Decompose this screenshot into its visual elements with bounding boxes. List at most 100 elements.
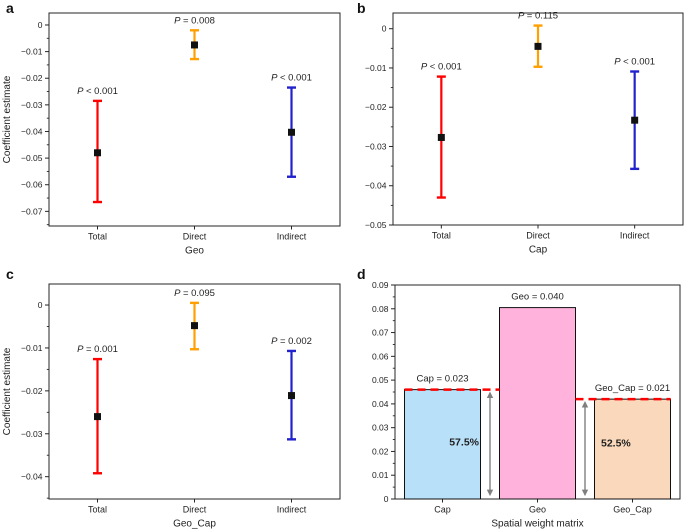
p-value-label: P < 0.001 bbox=[77, 86, 118, 97]
svg-text:0.08: 0.08 bbox=[372, 304, 389, 314]
marker-indirect bbox=[288, 128, 295, 136]
bar-geo_cap bbox=[594, 398, 671, 500]
errorbar-direct: P = 0.008 bbox=[174, 15, 215, 61]
svg-text:−0.04: −0.04 bbox=[365, 181, 387, 191]
svg-text:−0.04: −0.04 bbox=[21, 472, 43, 482]
svg-text:−0.03: −0.03 bbox=[21, 429, 43, 439]
svg-text:0.04: 0.04 bbox=[372, 399, 389, 409]
svg-text:−0.03: −0.03 bbox=[365, 141, 387, 151]
svg-text:0: 0 bbox=[384, 494, 389, 504]
panel-letter-d: d bbox=[357, 266, 366, 282]
panel-b-errorbar-plot: 0 −0.01 −0.02 −0.03 −0.04 −0.05 Total Direct Ind… bbox=[342, 0, 685, 266]
svg-text:0.06: 0.06 bbox=[372, 351, 389, 361]
marker-indirect bbox=[288, 392, 295, 400]
bar-cap bbox=[404, 389, 481, 500]
percent-label: 52.5% bbox=[601, 438, 631, 450]
panel-b-plot-area: 0 −0.01 −0.02 −0.03 −0.04 −0.05 Total Direct Ind… bbox=[365, 11, 684, 256]
svg-text:Geo: Geo bbox=[185, 246, 204, 257]
svg-text:−0.03: −0.03 bbox=[21, 100, 43, 110]
svg-text:Geo: Geo bbox=[529, 505, 546, 515]
p-value-label: P = 0.001 bbox=[77, 344, 118, 355]
svg-text:−0.05: −0.05 bbox=[365, 220, 387, 230]
svg-text:0: 0 bbox=[382, 24, 387, 34]
p-value-label: P = 0.002 bbox=[271, 336, 312, 347]
marker-total bbox=[94, 413, 101, 421]
marker-direct bbox=[191, 322, 198, 330]
reduction-arrow bbox=[581, 401, 589, 497]
svg-text:−0.01: −0.01 bbox=[365, 63, 387, 73]
marker-direct bbox=[534, 42, 542, 50]
svg-text:Indirect: Indirect bbox=[277, 505, 307, 515]
p-value-label: P < 0.001 bbox=[614, 56, 655, 67]
svg-text:−0.05: −0.05 bbox=[21, 153, 43, 163]
svg-text:Indirect: Indirect bbox=[620, 231, 650, 241]
panel-d-chart: 0 0.01 0.02 0.03 0.04 0.05 0.06 0.07 0.08 0.09 Cap… bbox=[372, 280, 681, 530]
svg-text:0: 0 bbox=[38, 20, 43, 30]
svg-text:Total: Total bbox=[88, 232, 107, 242]
svg-text:Geo_Cap: Geo_Cap bbox=[173, 519, 216, 530]
svg-text:Spatial weight matrix: Spatial weight matrix bbox=[491, 519, 583, 530]
svg-text:−0.04: −0.04 bbox=[21, 126, 43, 136]
errorbar-total: P < 0.001 bbox=[421, 62, 462, 199]
panel-d-plot-area: 0 0.01 0.02 0.03 0.04 0.05 0.06 0.07 0.08 0.09 Cap… bbox=[372, 280, 681, 530]
percent-label: 57.5% bbox=[449, 436, 479, 448]
bar-value-label: Cap = 0.023 bbox=[416, 374, 468, 385]
svg-text:0.01: 0.01 bbox=[372, 470, 389, 480]
bar-value-label: Geo_Cap = 0.021 bbox=[595, 383, 670, 394]
bar-geo bbox=[499, 307, 576, 500]
panel-c-errorbar-plot: 0 −0.01 −0.02 −0.03 −0.04 Total Direct Indirect… bbox=[0, 266, 342, 532]
reduction-arrow bbox=[486, 391, 494, 497]
errorbar-total: P = 0.001 bbox=[77, 344, 118, 475]
errorbar-indirect: P < 0.001 bbox=[271, 73, 312, 178]
svg-text:0.07: 0.07 bbox=[372, 328, 389, 338]
errorbar-total: P < 0.001 bbox=[77, 86, 118, 204]
marker-indirect bbox=[631, 116, 639, 124]
svg-text:0.03: 0.03 bbox=[372, 423, 389, 433]
panel-letter-b: b bbox=[357, 0, 366, 16]
svg-text:Coefficient estimate: Coefficient estimate bbox=[2, 75, 13, 163]
bar-value-label: Geo = 0.040 bbox=[511, 292, 564, 303]
svg-text:−0.02: −0.02 bbox=[365, 102, 387, 112]
svg-text:−0.02: −0.02 bbox=[21, 386, 43, 396]
svg-text:0: 0 bbox=[38, 300, 43, 310]
svg-text:−0.07: −0.07 bbox=[21, 206, 43, 216]
svg-text:−0.02: −0.02 bbox=[21, 73, 43, 83]
svg-text:Coefficient estimate: Coefficient estimate bbox=[2, 347, 13, 435]
marker-direct bbox=[191, 41, 198, 49]
marker-total bbox=[94, 149, 101, 157]
svg-text:0.05: 0.05 bbox=[372, 375, 389, 385]
svg-text:Total: Total bbox=[432, 231, 451, 241]
svg-text:0.09: 0.09 bbox=[372, 280, 389, 290]
panel-a-errorbar-plot: 0 −0.01 −0.02 −0.03 −0.04 −0.05 −0.06 −0.07 Tota… bbox=[0, 0, 342, 266]
panel-letter-c: c bbox=[6, 266, 14, 282]
p-value-label: P = 0.095 bbox=[174, 288, 215, 299]
panel-d-bar-chart: 0 0.01 0.02 0.03 0.04 0.05 0.06 0.07 0.08 0.09 Cap… bbox=[342, 266, 685, 532]
marker-total bbox=[437, 133, 445, 141]
panel-b-chart: 0 −0.01 −0.02 −0.03 −0.04 −0.05 Total Direct Ind… bbox=[365, 11, 684, 256]
p-value-label: P < 0.001 bbox=[271, 73, 312, 84]
p-value-label: P = 0.008 bbox=[174, 15, 215, 26]
svg-text:Total: Total bbox=[88, 505, 107, 515]
svg-text:Geo_Cap: Geo_Cap bbox=[613, 505, 652, 515]
svg-text:Cap: Cap bbox=[434, 505, 451, 515]
svg-text:Direct: Direct bbox=[183, 505, 207, 515]
errorbar-indirect: P = 0.002 bbox=[271, 336, 312, 441]
svg-text:−0.06: −0.06 bbox=[21, 180, 43, 190]
svg-text:Direct: Direct bbox=[526, 231, 550, 241]
panel-c-chart: 0 −0.01 −0.02 −0.03 −0.04 Total Direct Indirect… bbox=[2, 283, 341, 530]
panel-a-chart: 0 −0.01 −0.02 −0.03 −0.04 −0.05 −0.06 −0.07 Tota… bbox=[2, 12, 341, 257]
svg-text:Cap: Cap bbox=[529, 245, 548, 256]
errorbar-indirect: P < 0.001 bbox=[614, 56, 655, 171]
panel-letter-a: a bbox=[6, 0, 14, 16]
p-value-label: P = 0.115 bbox=[518, 11, 558, 22]
svg-text:Direct: Direct bbox=[183, 232, 207, 242]
svg-text:0.02: 0.02 bbox=[372, 446, 389, 456]
errorbar-direct: P = 0.095 bbox=[174, 288, 215, 351]
panel-c-plot-area: 0 −0.01 −0.02 −0.03 −0.04 Total Direct Indirect… bbox=[2, 283, 341, 530]
p-value-label: P < 0.001 bbox=[421, 62, 462, 73]
errorbar-direct: P = 0.115 bbox=[518, 11, 558, 68]
panel-a-plot-area: 0 −0.01 −0.02 −0.03 −0.04 −0.05 −0.06 −0.07 Tota… bbox=[2, 12, 341, 257]
svg-text:−0.01: −0.01 bbox=[21, 47, 43, 57]
svg-text:−0.01: −0.01 bbox=[21, 343, 43, 353]
